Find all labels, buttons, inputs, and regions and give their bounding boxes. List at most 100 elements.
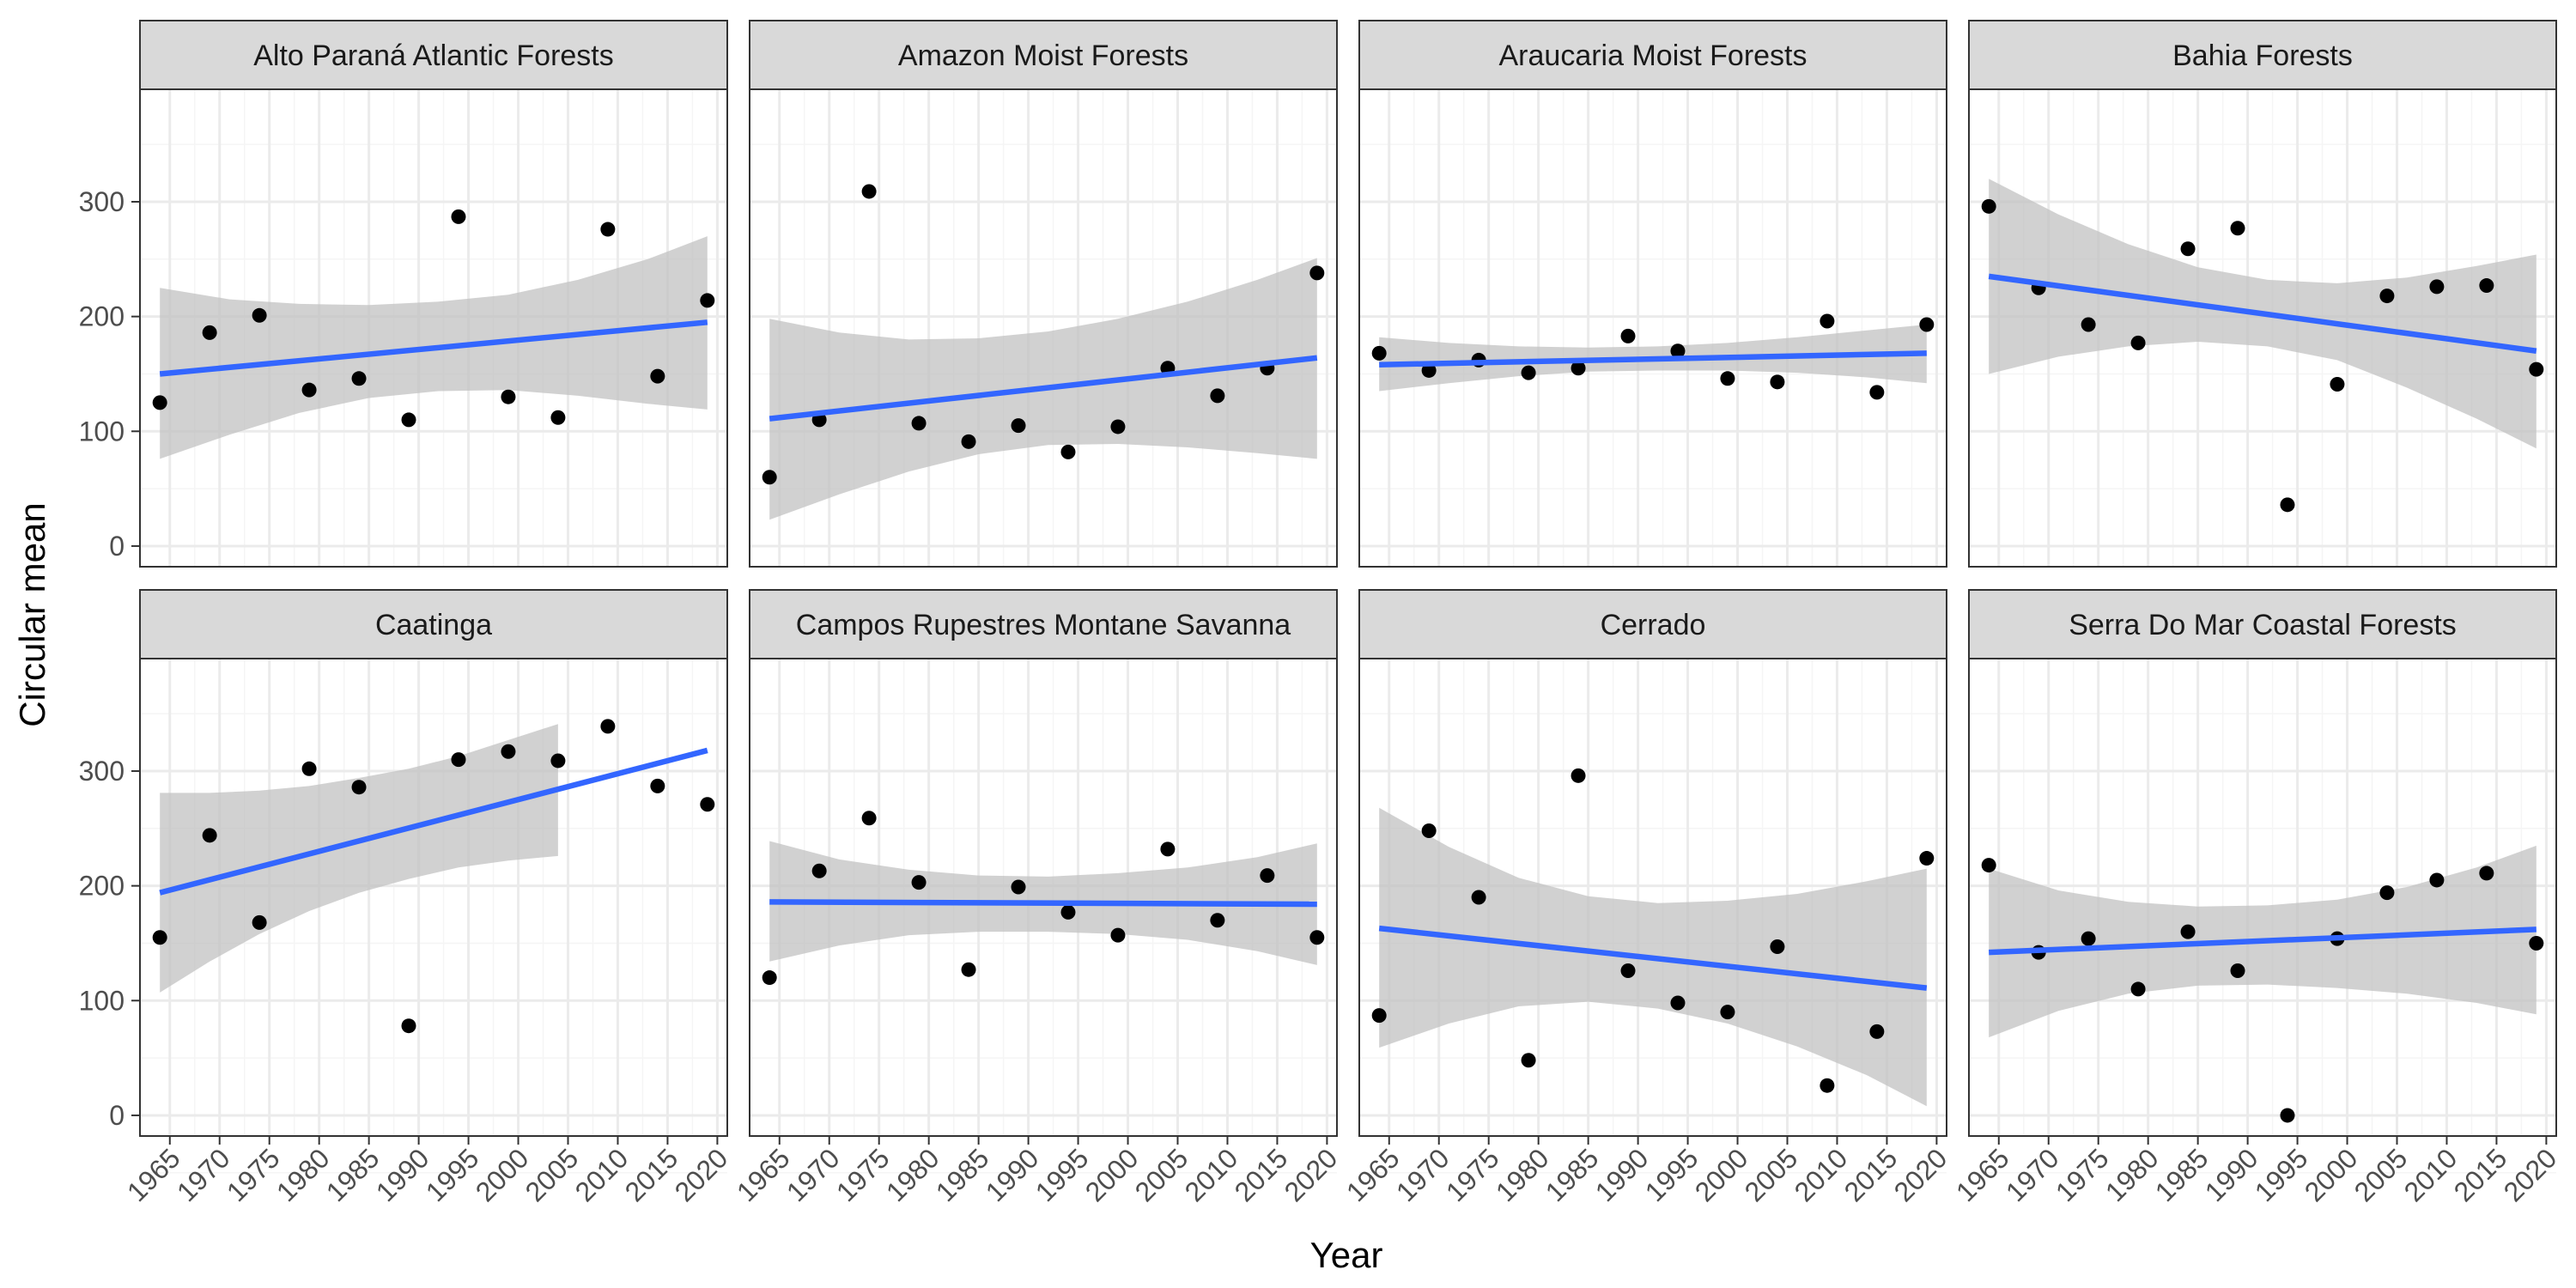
trend-line	[1988, 273, 2537, 354]
data-point	[600, 222, 616, 237]
y-tick-label: 200	[79, 871, 125, 902]
facet-strip-label: Amazon Moist Forests	[898, 39, 1188, 72]
x-tick-label: 1980	[270, 1142, 336, 1207]
data-point	[2529, 361, 2544, 377]
data-point	[2479, 866, 2494, 881]
facet-panel: Araucaria Moist Forests	[1358, 20, 1947, 605]
y-tick-label: 300	[79, 756, 125, 787]
panel-border	[139, 658, 728, 1137]
data-point	[2180, 241, 2196, 257]
data-point	[1060, 904, 1076, 920]
data-point	[2130, 981, 2146, 997]
data-point	[861, 811, 877, 826]
x-tick-label: 2000	[470, 1142, 535, 1207]
data-point	[1919, 317, 1935, 332]
x-tick-label: 1975	[2050, 1142, 2115, 1207]
data-point	[1521, 1053, 1536, 1068]
data-point	[1371, 345, 1387, 361]
data-point	[1210, 913, 1225, 928]
data-point	[501, 389, 516, 404]
x-tick-label: 2020	[1888, 1142, 1953, 1207]
data-point	[451, 752, 466, 768]
facet-panel: Cerrado196519701975198019851990199520002…	[1340, 589, 1953, 1207]
x-axis-title: Year	[1310, 1235, 1383, 1275]
data-point	[2280, 497, 2295, 513]
data-point	[2529, 935, 2544, 951]
y-tick-label: 300	[79, 186, 125, 217]
data-point	[1110, 927, 1126, 943]
data-point	[252, 307, 267, 323]
data-point	[650, 778, 665, 793]
panel-border	[1358, 88, 1947, 568]
trend-line	[1989, 927, 2537, 956]
x-tick-label: 2020	[2498, 1142, 2563, 1207]
data-point	[1869, 1024, 1885, 1039]
data-point	[1521, 365, 1536, 380]
data-point	[911, 416, 927, 431]
x-tick-label: 2010	[2398, 1142, 2464, 1207]
data-point	[1260, 868, 1275, 884]
x-tick-label: 2000	[2299, 1142, 2364, 1207]
x-tick-label: 1980	[1490, 1142, 1555, 1207]
data-point	[700, 797, 715, 812]
y-tick-label: 100	[79, 985, 125, 1016]
x-tick-label: 2010	[1789, 1142, 1854, 1207]
data-point	[2379, 885, 2395, 901]
facet-strip	[1968, 20, 2557, 90]
data-point	[202, 828, 217, 843]
data-point	[301, 382, 317, 398]
data-point	[351, 780, 367, 795]
data-point	[1770, 374, 1785, 390]
x-tick-label: 1990	[980, 1142, 1045, 1207]
data-point	[2230, 221, 2245, 236]
data-point	[1060, 444, 1076, 459]
x-tick-label: 2005	[1129, 1142, 1194, 1207]
data-point	[1571, 361, 1586, 376]
facet-panel: Campos Rupestres Montane Savanna 19651970…	[731, 589, 1344, 1207]
facet-strip-label: Bahia Forests	[2172, 39, 2353, 72]
x-tick-label: 2000	[1689, 1142, 1754, 1207]
data-point	[1670, 995, 1686, 1011]
panel-background	[1359, 89, 1947, 567]
data-point	[401, 412, 416, 428]
facet-panels: Alto Paraná Atlantic Forests 0 100 200 300 Am…	[79, 20, 2563, 1207]
data-point	[451, 209, 466, 224]
x-tick-label: 1965	[1340, 1142, 1406, 1207]
data-point	[762, 970, 777, 986]
x-tick-label: 1970	[1390, 1142, 1455, 1207]
x-tick-label: 2015	[1838, 1142, 1904, 1207]
x-tick-label: 2005	[1739, 1142, 1804, 1207]
data-point	[2479, 278, 2494, 294]
data-point	[301, 761, 317, 776]
x-tick-label: 2000	[1079, 1142, 1145, 1207]
facet-strip-label: Alto Paraná Atlantic Forests	[253, 39, 614, 72]
facet-strip	[749, 589, 1338, 659]
trend-line	[159, 319, 708, 377]
facet-strip-label: Cerrado	[1601, 609, 1706, 641]
data-point	[1421, 362, 1437, 378]
facet-strip-label: Araucaria Moist Forests	[1499, 39, 1807, 72]
trend-line	[159, 747, 708, 896]
data-point	[1981, 198, 1996, 214]
x-tick-label: 2015	[619, 1142, 684, 1207]
facet-panel: Alto Paraná Atlantic Forests 0 100 200 300	[79, 20, 728, 605]
facet-panel: Amazon Moist Forests	[749, 20, 1338, 605]
x-tick-label: 1975	[1440, 1142, 1505, 1207]
facet-strip-label: Caatinga	[375, 609, 492, 641]
data-point	[550, 410, 566, 425]
x-tick-label: 1965	[731, 1142, 796, 1207]
data-point	[1770, 939, 1785, 954]
data-point	[1011, 879, 1026, 895]
data-point	[1571, 768, 1586, 783]
facet-panel: Serra Do Mar Coastal Forests 196519701975…	[1950, 589, 2563, 1207]
x-tick-label: 2020	[1279, 1142, 1344, 1207]
data-point	[1670, 343, 1686, 359]
data-point	[650, 368, 665, 384]
data-point	[401, 1018, 416, 1034]
x-tick-label: 1965	[1950, 1142, 2015, 1207]
data-point	[2130, 335, 2146, 350]
data-point	[961, 962, 976, 977]
data-point	[550, 753, 566, 769]
x-tick-label: 2005	[519, 1142, 585, 1207]
